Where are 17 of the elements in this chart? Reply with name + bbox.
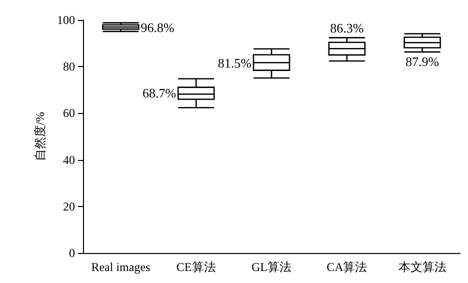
y-axis-title: 自然度/% [33,112,48,162]
y-tick-label: 20 [63,199,75,214]
y-tick-label: 100 [57,13,75,27]
y-tick-label: 60 [63,106,75,120]
x-tick-label: GL算法 [252,260,292,274]
x-tick-label: CA算法 [326,260,368,274]
y-tick-label: 0 [69,246,75,260]
annotation: 68.7% [142,85,176,100]
annotation: 81.5% [218,56,252,71]
x-tick-label: Real images [91,260,151,274]
y-tick-label: 80 [63,60,75,74]
annotation: 96.8% [140,20,174,35]
y-tick-label: 40 [63,152,75,167]
annotation: 86.3% [330,20,364,36]
x-tick-label: CE算法 [176,260,216,274]
x-tick-label: 本文算法 [398,260,446,274]
annotation: 87.9% [406,54,440,69]
